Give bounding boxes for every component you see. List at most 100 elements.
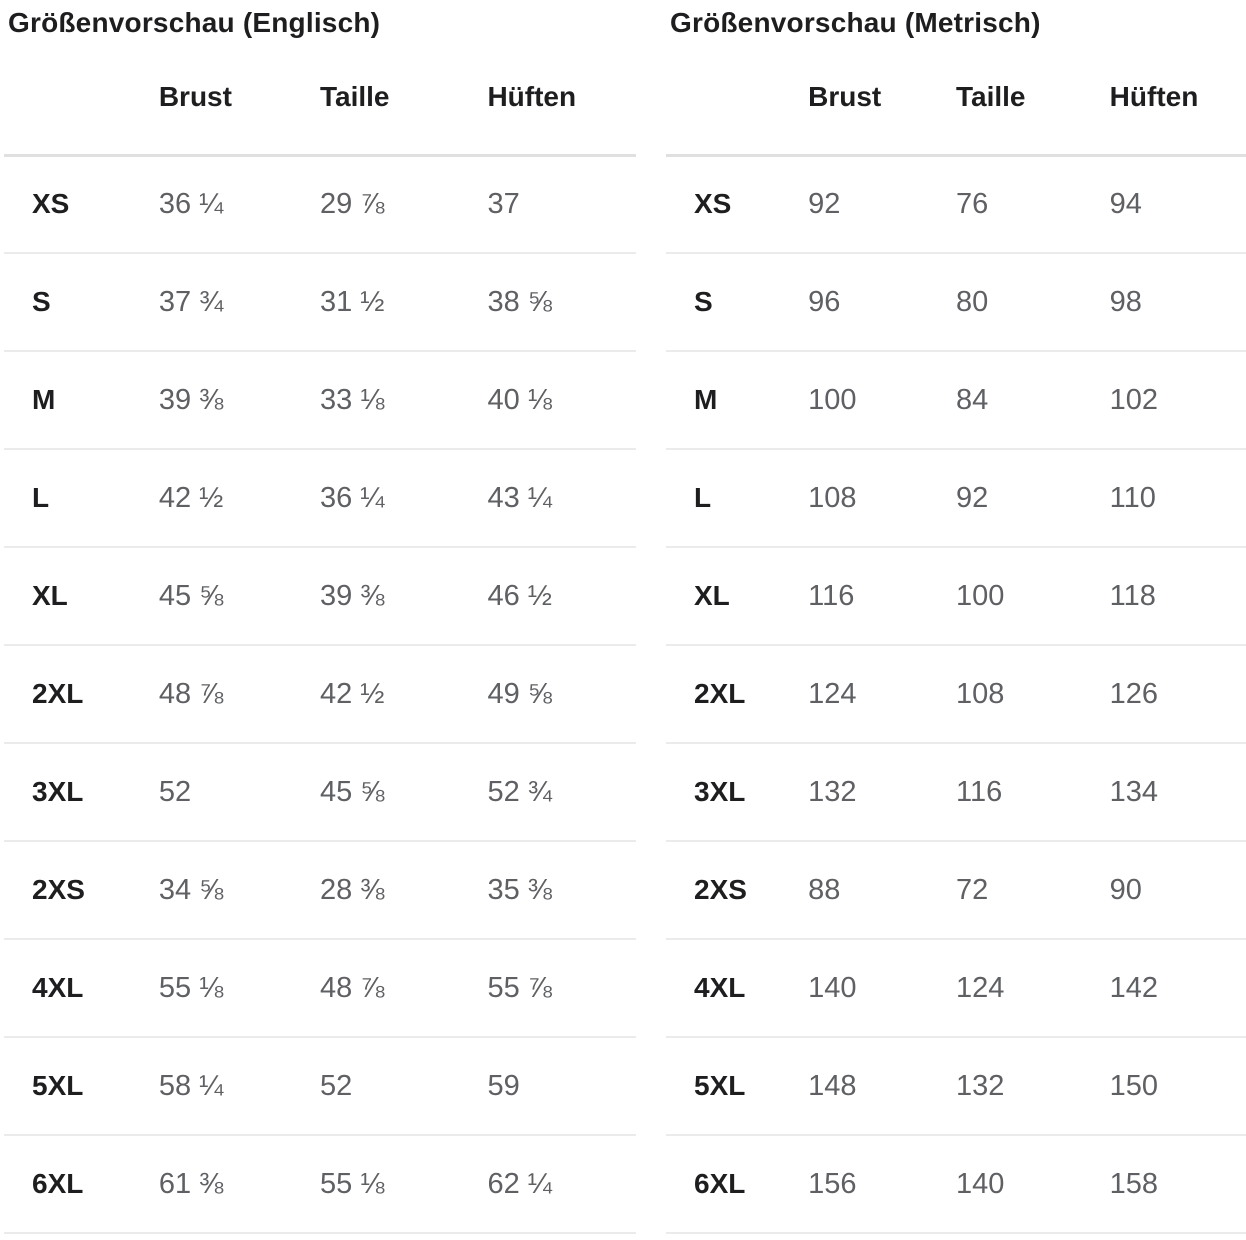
measurement-cell-brust: 88	[808, 841, 956, 940]
corner-cell	[666, 40, 809, 157]
header-row: Brust Taille Hüften	[4, 40, 636, 157]
measurement-cell-taille: 76	[955, 155, 1110, 254]
measurement-cell-brust: 100	[808, 351, 956, 450]
measurement-cell-taille: 33 ⅛	[319, 351, 488, 450]
measurement-cell-brust: 124	[808, 645, 956, 744]
size-label: 4XL	[666, 939, 809, 1038]
column-header-hueften: Hüften	[487, 40, 636, 157]
measurement-cell-taille: 80	[955, 253, 1110, 352]
measurement-cell-brust: 96	[808, 253, 956, 352]
measurement-cell-taille: 100	[955, 547, 1110, 646]
table-body: XS 36 ¼ 29 ⅞ 37 S 37 ¾ 31 ½ 38 ⅝ M 39 ⅜ …	[4, 155, 636, 1234]
measurement-cell-hueften: 90	[1109, 841, 1246, 940]
column-header-taille: Taille	[955, 40, 1110, 157]
measurement-cell-hueften: 102	[1109, 351, 1246, 450]
measurement-cell-taille: 92	[955, 449, 1110, 548]
measurement-cell-brust: 34 ⅝	[158, 841, 320, 940]
size-label: 6XL	[666, 1135, 809, 1234]
measurement-cell-brust: 48 ⅞	[158, 645, 320, 744]
size-label: 5XL	[4, 1037, 159, 1136]
measurement-cell-hueften: 35 ⅜	[487, 841, 636, 940]
size-label: 4XL	[4, 939, 159, 1038]
measurement-cell-hueften: 110	[1109, 449, 1246, 548]
measurement-cell-hueften: 52 ¾	[487, 743, 636, 842]
table-row: XS 36 ¼ 29 ⅞ 37	[4, 155, 636, 254]
corner-cell	[4, 40, 159, 157]
size-label: S	[666, 253, 809, 352]
chart-title-english: Größenvorschau (Englisch)	[8, 7, 381, 38]
size-chart-english: Größenvorschau (Englisch) Brust Taille H…	[4, 0, 636, 1234]
size-label: 2XS	[666, 841, 809, 940]
size-label: 3XL	[4, 743, 159, 842]
measurement-cell-taille: 36 ¼	[319, 449, 488, 548]
measurement-cell-taille: 55 ⅛	[319, 1135, 488, 1234]
table-row: S 96 80 98	[666, 253, 1246, 352]
size-label: M	[666, 351, 809, 450]
measurement-cell-hueften: 38 ⅝	[487, 253, 636, 352]
measurement-cell-brust: 45 ⅝	[158, 547, 320, 646]
table-row: 4XL 55 ⅛ 48 ⅞ 55 ⅞	[4, 939, 636, 1038]
measurement-cell-taille: 72	[955, 841, 1110, 940]
measurement-cell-hueften: 37	[487, 155, 636, 254]
measurement-cell-taille: 84	[955, 351, 1110, 450]
measurement-cell-hueften: 142	[1109, 939, 1246, 1038]
measurement-cell-hueften: 118	[1109, 547, 1246, 646]
measurement-cell-brust: 61 ⅜	[158, 1135, 320, 1234]
table-row: 2XL 124 108 126	[666, 645, 1246, 744]
measurement-cell-taille: 28 ⅜	[319, 841, 488, 940]
measurement-cell-taille: 140	[955, 1135, 1110, 1234]
column-header-taille: Taille	[319, 40, 488, 157]
measurement-cell-hueften: 40 ⅛	[487, 351, 636, 450]
table-row: XS 92 76 94	[666, 155, 1246, 254]
measurement-cell-hueften: 158	[1109, 1135, 1246, 1234]
measurement-cell-brust: 55 ⅛	[158, 939, 320, 1038]
measurement-cell-taille: 124	[955, 939, 1110, 1038]
size-label: 6XL	[4, 1135, 159, 1234]
measurement-cell-taille: 52	[319, 1037, 488, 1136]
measurement-cell-brust: 116	[808, 547, 956, 646]
measurement-cell-brust: 132	[808, 743, 956, 842]
table-row: XL 116 100 118	[666, 547, 1246, 646]
measurement-cell-taille: 29 ⅞	[319, 155, 488, 254]
measurement-cell-hueften: 126	[1109, 645, 1246, 744]
measurement-cell-brust: 52	[158, 743, 320, 842]
header-row: Brust Taille Hüften	[666, 40, 1246, 157]
measurement-cell-taille: 48 ⅞	[319, 939, 488, 1038]
size-label: XS	[666, 155, 809, 254]
measurement-cell-brust: 42 ½	[158, 449, 320, 548]
measurement-cell-brust: 37 ¾	[158, 253, 320, 352]
measurement-cell-brust: 58 ¼	[158, 1037, 320, 1136]
table-row: M 100 84 102	[666, 351, 1246, 450]
measurement-cell-brust: 39 ⅜	[158, 351, 320, 450]
table-row: 5XL 148 132 150	[666, 1037, 1246, 1136]
size-label: M	[4, 351, 159, 450]
measurement-cell-hueften: 150	[1109, 1037, 1246, 1136]
measurement-cell-brust: 36 ¼	[158, 155, 320, 254]
size-label: 2XS	[4, 841, 159, 940]
size-label: XL	[666, 547, 809, 646]
measurement-cell-hueften: 55 ⅞	[487, 939, 636, 1038]
measurement-cell-taille: 31 ½	[319, 253, 488, 352]
table-row: 2XS 88 72 90	[666, 841, 1246, 940]
size-label: L	[4, 449, 159, 548]
measurement-cell-hueften: 134	[1109, 743, 1246, 842]
table-row: XL 45 ⅝ 39 ⅜ 46 ½	[4, 547, 636, 646]
table-row: 6XL 61 ⅜ 55 ⅛ 62 ¼	[4, 1135, 636, 1234]
table-row: S 37 ¾ 31 ½ 38 ⅝	[4, 253, 636, 352]
table-body: XS 92 76 94 S 96 80 98 M 100 84 102 L 10…	[666, 155, 1246, 1234]
measurement-cell-taille: 132	[955, 1037, 1110, 1136]
size-table-english: Brust Taille Hüften XS 36 ¼ 29 ⅞ 37 S 37…	[4, 40, 636, 1234]
table-row: 3XL 132 116 134	[666, 743, 1246, 842]
column-header-brust: Brust	[808, 40, 956, 157]
chart-title-metric: Größenvorschau (Metrisch)	[670, 7, 1041, 38]
measurement-cell-hueften: 94	[1109, 155, 1246, 254]
measurement-cell-hueften: 43 ¼	[487, 449, 636, 548]
size-label: 5XL	[666, 1037, 809, 1136]
column-header-hueften: Hüften	[1109, 40, 1246, 157]
table-row: M 39 ⅜ 33 ⅛ 40 ⅛	[4, 351, 636, 450]
column-header-brust: Brust	[158, 40, 320, 157]
table-row: 4XL 140 124 142	[666, 939, 1246, 1038]
measurement-cell-brust: 92	[808, 155, 956, 254]
measurement-cell-taille: 45 ⅝	[319, 743, 488, 842]
